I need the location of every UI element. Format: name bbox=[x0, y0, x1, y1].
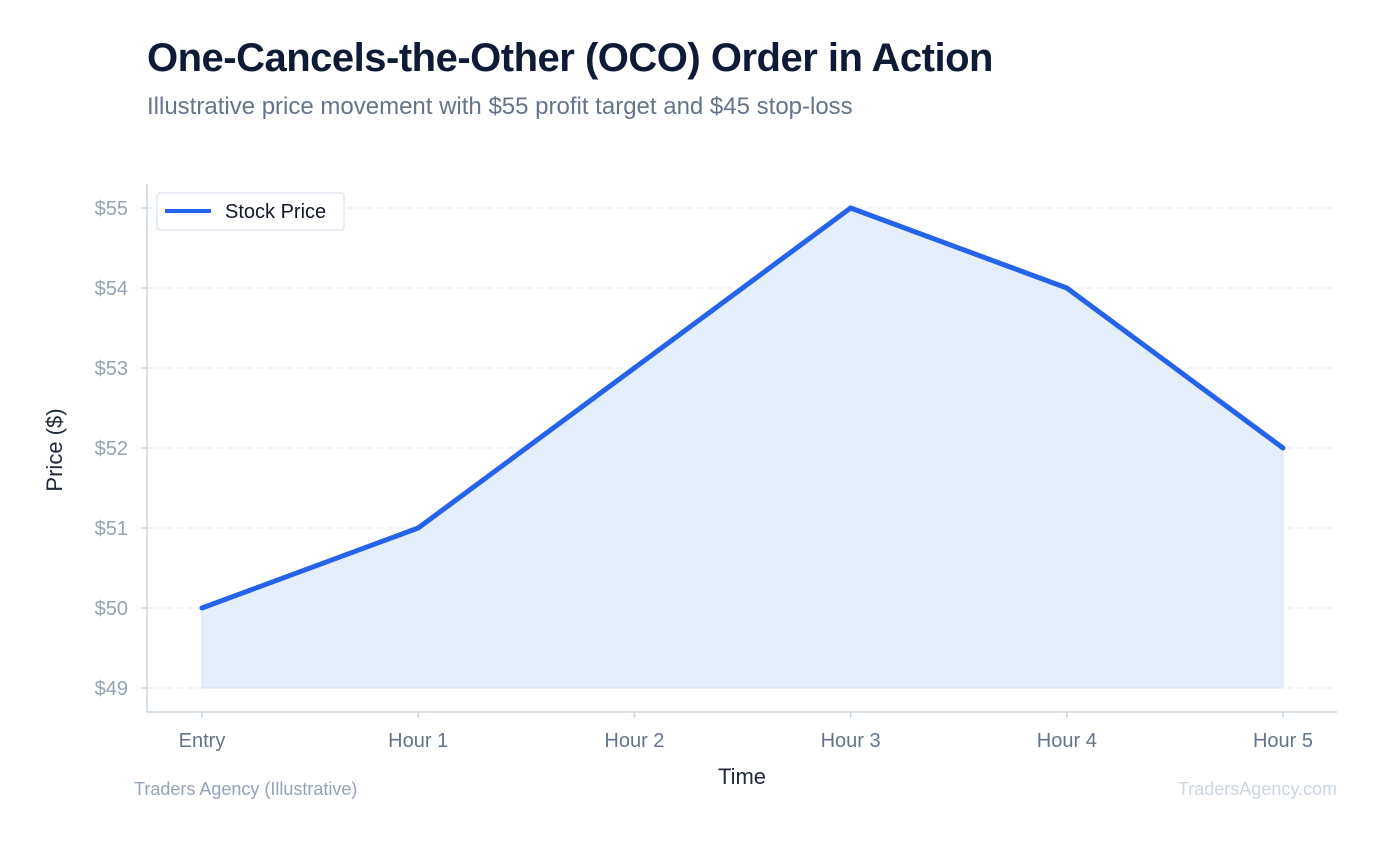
series-line-stock-price bbox=[201, 205, 1285, 611]
data-point-5 bbox=[1280, 445, 1286, 451]
y-tick-label-1: $50 bbox=[95, 598, 128, 620]
y-tick-label-4: $53 bbox=[95, 358, 128, 380]
y-tick-label-0: $49 bbox=[95, 678, 128, 700]
area-fill bbox=[201, 207, 1284, 689]
data-point-1 bbox=[415, 525, 421, 531]
y-axis-title: Price ($) bbox=[42, 408, 67, 491]
y-tick-label-2: $51 bbox=[95, 518, 128, 540]
x-tick-label-3: Hour 3 bbox=[821, 730, 881, 752]
chart-title: One-Cancels-the-Other (OCO) Order in Act… bbox=[147, 36, 993, 80]
data-point-2 bbox=[631, 365, 637, 371]
y-tick-label-3: $52 bbox=[95, 438, 128, 460]
footer-source: Traders Agency (Illustrative) bbox=[134, 779, 358, 799]
data-point-3 bbox=[848, 205, 854, 211]
chart-subtitle: Illustrative price movement with $55 pro… bbox=[147, 93, 853, 120]
x-tick-label-0: Entry bbox=[179, 730, 226, 752]
data-point-4 bbox=[1064, 285, 1070, 291]
footer-brand: TradersAgency.com bbox=[1177, 779, 1337, 799]
x-axis-title: Time bbox=[718, 764, 766, 789]
series-points bbox=[199, 205, 1286, 611]
y-tick-label-5: $54 bbox=[95, 278, 128, 300]
y-axis-ticks: $49 $50 $51 $52 $53 $54 $55 bbox=[95, 198, 147, 700]
x-tick-label-1: Hour 1 bbox=[388, 730, 448, 752]
legend-label-stock-price: Stock Price bbox=[225, 201, 326, 223]
x-tick-label-2: Hour 2 bbox=[604, 730, 664, 752]
legend-box bbox=[156, 192, 345, 231]
x-tick-label-4: Hour 4 bbox=[1037, 730, 1097, 752]
y-tick-label-6: $55 bbox=[95, 198, 128, 220]
legend: Stock Price bbox=[156, 192, 345, 231]
x-axis-ticks: Entry Hour 1 Hour 2 Hour 3 Hour 4 Hour 5 bbox=[179, 712, 1313, 752]
data-point-0 bbox=[199, 605, 205, 611]
x-tick-label-5: Hour 5 bbox=[1253, 730, 1313, 752]
